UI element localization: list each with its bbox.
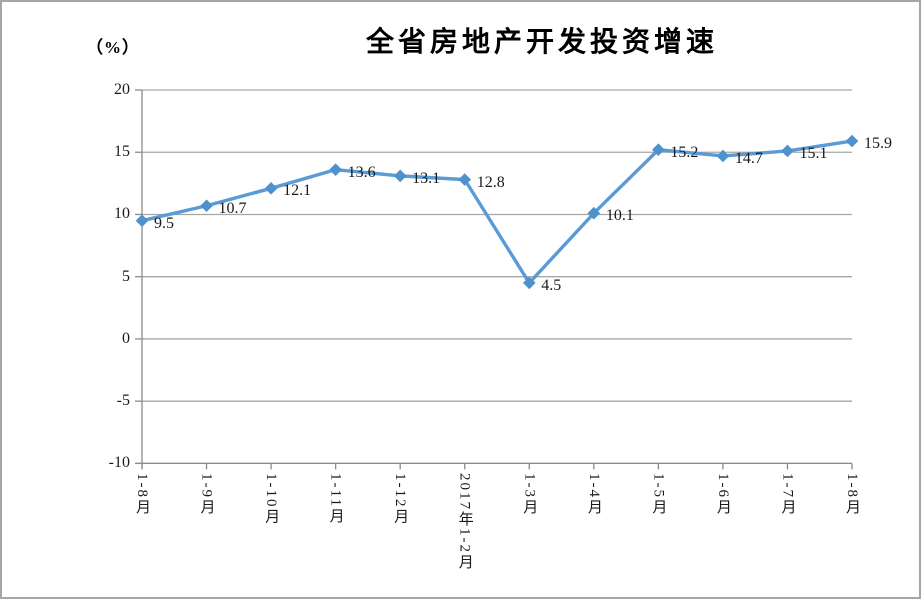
data-point-marker [845,134,859,148]
x-axis-tick-label: 2017年1-2月 [456,473,473,571]
chart-title: 全省房地产开发投资增速 [365,27,718,58]
data-point-label: 14.7 [734,149,763,167]
data-point-marker [652,143,665,157]
y-axis-unit-label: （%） [86,38,140,57]
x-axis-tick-label: 1-6月 [714,473,731,516]
data-point-marker [200,199,213,213]
data-point-label: 10.7 [218,199,247,217]
y-axis-tick-label: -10 [108,454,130,472]
data-point-marker [264,182,278,195]
data-point-label: 12.8 [476,173,505,191]
data-point-marker [522,276,536,290]
data-point-marker [458,173,472,186]
x-axis-tick-label: 1-9月 [198,473,215,516]
data-point-label: 15.2 [670,143,699,161]
data-point-marker [135,214,149,227]
y-axis-tick-label: 20 [114,81,130,98]
data-point-marker [781,144,794,158]
y-axis-tick-label: 10 [114,205,130,223]
x-axis-tick-label: 1-5月 [650,473,667,516]
y-axis-tick-label: 0 [122,329,130,347]
x-axis-tick-label: 1-8月 [134,473,150,516]
data-point-marker [587,206,601,220]
data-point-label: 10.1 [605,207,634,225]
x-axis-tick-label: 1-8月 [844,473,860,516]
x-axis-tick-label: 1-11月 [327,473,344,525]
data-point-marker [393,169,407,183]
series-line [140,139,854,285]
x-axis-tick-label: 1-4月 [585,473,602,516]
data-point-label: 12.1 [283,182,312,200]
data-point-label: 13.1 [412,169,441,187]
y-axis-tick-label: -5 [116,392,130,410]
data-point-marker [329,163,342,176]
data-point-label: 4.5 [541,276,562,294]
y-axis-tick-label: 15 [114,143,130,161]
data-point-marker [716,149,730,163]
data-point-label: 15.1 [799,144,828,162]
x-axis-tick-label: 1-7月 [779,473,796,516]
x-axis-tick-label: 1-10月 [263,473,280,526]
y-axis-tick-label: 5 [122,267,130,285]
x-axis-tick-label: 1-3月 [521,473,538,516]
x-axis-tick-label: 1-12月 [392,473,409,526]
data-point-label: 13.6 [347,163,376,181]
data-point-label: 15.9 [864,135,892,153]
data-point-label: 9.5 [154,214,174,232]
